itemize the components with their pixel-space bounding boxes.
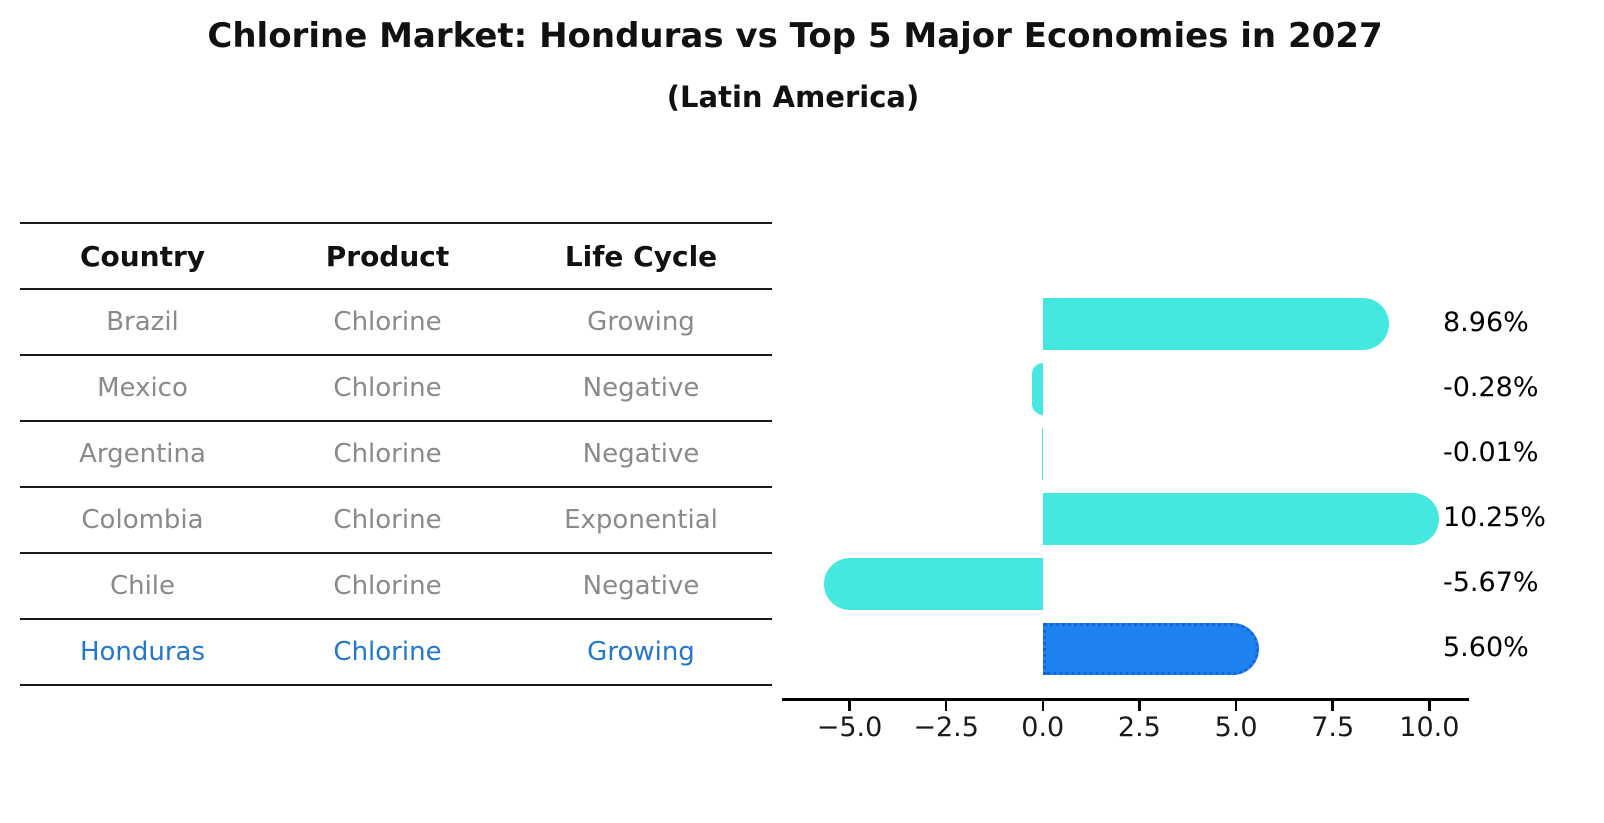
bar-brazil — [1042, 298, 1390, 350]
x-tick-label: 10.0 — [1399, 712, 1460, 743]
cell-country: Argentina — [79, 439, 206, 469]
cell-product: Chlorine — [333, 439, 442, 469]
cell-country: Chile — [109, 571, 176, 601]
x-tick-label: −5.0 — [816, 712, 883, 743]
value-label-chile: -5.67% — [1443, 567, 1539, 598]
country-table: Country Product Life Cycle Brazil Chlori… — [20, 222, 772, 686]
cell-life-cycle: Growing — [587, 307, 695, 337]
cell-life-cycle: Negative — [582, 439, 700, 469]
cell-product: Chlorine — [333, 307, 442, 337]
bar-honduras — [1042, 623, 1260, 675]
x-tick-mark — [1041, 701, 1045, 711]
chart-title: Chlorine Market: Honduras vs Top 5 Major… — [207, 16, 1383, 56]
value-label-brazil: 8.96% — [1443, 307, 1529, 338]
x-tick-mark — [1428, 701, 1431, 711]
value-label-argentina: -0.01% — [1443, 437, 1539, 468]
cell-country: Mexico — [97, 373, 188, 403]
cell-country: Honduras — [79, 637, 206, 667]
x-tick-label: 2.5 — [1117, 712, 1161, 743]
cell-product: Chlorine — [333, 571, 442, 601]
value-label-honduras: 5.60% — [1443, 632, 1529, 663]
x-tick-label: 5.0 — [1214, 712, 1258, 743]
bar-chile — [823, 558, 1043, 610]
x-tick-label: 0.0 — [1021, 712, 1065, 743]
x-tick-mark — [1331, 701, 1334, 711]
x-tick-mark — [1234, 701, 1238, 711]
table-header-life-cycle: Life Cycle — [564, 239, 718, 273]
bar-colombia — [1042, 493, 1439, 545]
cell-country: Brazil — [106, 307, 179, 337]
value-label-mexico: -0.28% — [1443, 372, 1539, 403]
table-row: Chile Chlorine Negative — [20, 554, 772, 620]
cell-life-cycle: Exponential — [564, 505, 718, 535]
x-axis-line — [782, 698, 1469, 701]
x-tick-mark — [944, 701, 948, 711]
x-tick-label: −2.5 — [913, 712, 979, 743]
table-header-row: Country Product Life Cycle — [20, 222, 772, 290]
cell-life-cycle: Negative — [582, 373, 700, 403]
cell-product: Chlorine — [333, 373, 442, 403]
cell-product: Chlorine — [333, 505, 442, 535]
x-tick-mark — [1138, 701, 1141, 711]
cell-product: Chlorine — [333, 637, 442, 667]
chart-subtitle: (Latin America) — [666, 80, 920, 114]
value-label-colombia: 10.25% — [1443, 502, 1546, 533]
cell-country: Colombia — [81, 505, 204, 535]
cell-life-cycle: Negative — [582, 571, 700, 601]
x-tick-mark — [848, 701, 851, 711]
bar-mexico — [1031, 363, 1043, 415]
table-row: Mexico Chlorine Negative — [20, 356, 772, 422]
table-row-highlight-honduras: Honduras Chlorine Growing — [20, 620, 772, 686]
bar-chart-plot-area — [783, 285, 1468, 699]
x-tick-label: 7.5 — [1311, 712, 1355, 743]
table-row: Brazil Chlorine Growing — [20, 290, 772, 356]
table-header-country: Country — [79, 239, 206, 273]
table-header-product: Product — [325, 239, 450, 273]
table-row: Colombia Chlorine Exponential — [20, 488, 772, 554]
table-row: Argentina Chlorine Negative — [20, 422, 772, 488]
cell-life-cycle: Growing — [587, 637, 695, 667]
